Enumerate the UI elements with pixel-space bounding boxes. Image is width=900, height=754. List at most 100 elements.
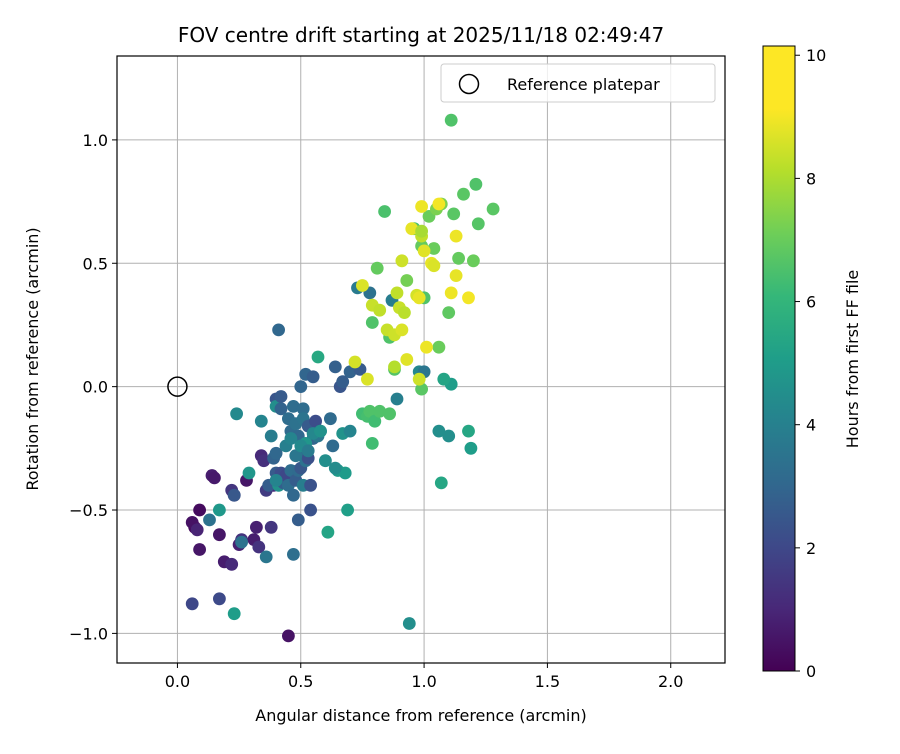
data-point xyxy=(432,197,446,211)
data-point xyxy=(324,412,337,426)
data-point xyxy=(291,513,305,527)
data-point xyxy=(304,503,317,517)
data-point xyxy=(398,306,411,319)
legend-box xyxy=(440,63,716,103)
data-point xyxy=(272,323,285,337)
data-point xyxy=(365,437,379,450)
data-point xyxy=(250,520,263,534)
data-point xyxy=(343,365,357,379)
data-point xyxy=(336,375,350,389)
data-point xyxy=(254,414,268,428)
data-point xyxy=(427,259,441,273)
data-point xyxy=(444,286,458,300)
y-axis-label: Rotation from reference (arcmin) xyxy=(23,227,42,490)
data-point xyxy=(464,441,478,455)
data-point xyxy=(415,224,428,238)
data-point xyxy=(434,476,448,490)
x-tick-label: 1.0 xyxy=(411,672,436,691)
data-point xyxy=(449,229,463,243)
data-point xyxy=(225,557,239,571)
data-point xyxy=(294,380,308,393)
data-point xyxy=(395,323,409,337)
data-point xyxy=(417,244,431,258)
legend-label: Reference platepar xyxy=(507,75,660,94)
data-point xyxy=(259,550,273,564)
data-point xyxy=(289,449,303,463)
data-point xyxy=(449,269,463,282)
data-point xyxy=(420,340,433,354)
data-point xyxy=(314,424,327,438)
data-point xyxy=(242,466,256,480)
legend: Reference platepar xyxy=(440,63,716,103)
data-point xyxy=(370,261,384,275)
data-point xyxy=(486,202,500,216)
data-point xyxy=(343,424,357,438)
data-point xyxy=(432,340,446,354)
data-point xyxy=(213,528,226,542)
data-point xyxy=(341,503,354,517)
data-point xyxy=(193,503,207,517)
colorbar-tick-label: 6 xyxy=(806,293,816,312)
data-point xyxy=(326,439,340,453)
grid xyxy=(117,56,725,663)
data-point xyxy=(269,474,283,487)
data-point xyxy=(471,217,485,231)
data-point xyxy=(365,316,379,329)
data-point xyxy=(469,177,483,191)
data-point xyxy=(390,392,404,406)
data-point xyxy=(306,370,320,384)
data-point xyxy=(213,503,226,517)
colorbar-tick-label: 10 xyxy=(806,46,826,65)
data-point xyxy=(405,222,419,236)
x-axis-ticks: 0.0 0.5 1.0 1.5 2.0 xyxy=(165,663,683,691)
data-point xyxy=(304,478,317,492)
reference-platepar-marker xyxy=(167,376,188,397)
data-point xyxy=(309,414,322,428)
data-point xyxy=(363,404,377,418)
data-point xyxy=(415,382,428,396)
x-tick-label: 2.0 xyxy=(658,672,683,691)
x-tick-label: 1.5 xyxy=(535,672,560,691)
data-point xyxy=(213,592,226,606)
data-point xyxy=(287,488,300,502)
data-point xyxy=(368,414,382,428)
data-point xyxy=(296,402,310,416)
data-point xyxy=(190,523,204,537)
data-point xyxy=(203,513,216,527)
data-point xyxy=(412,291,426,305)
colorbar-tick-label: 0 xyxy=(806,662,816,681)
data-point xyxy=(257,454,271,468)
colorbar-tick-label: 8 xyxy=(806,169,816,188)
data-point xyxy=(208,471,221,485)
x-tick-label: 0.5 xyxy=(288,672,313,691)
data-point xyxy=(395,254,409,268)
colorbar-gradient xyxy=(762,45,796,672)
data-point xyxy=(373,404,387,418)
data-point xyxy=(269,446,283,460)
data-point xyxy=(467,254,480,268)
colorbar-ticks: 0 2 4 6 8 10 xyxy=(795,46,826,681)
data-point xyxy=(361,372,374,386)
data-point xyxy=(274,402,288,416)
y-tick-label: −1.0 xyxy=(69,624,108,643)
y-axis-ticks: −1.0 −0.5 0.0 0.5 1.0 xyxy=(69,131,117,643)
data-point xyxy=(301,444,315,458)
y-tick-label: 0.5 xyxy=(83,254,108,273)
data-point xyxy=(447,207,461,221)
data-point xyxy=(319,454,332,468)
data-point xyxy=(437,372,451,386)
data-point xyxy=(264,429,278,443)
data-point xyxy=(193,543,207,556)
data-point xyxy=(264,520,278,534)
data-point xyxy=(328,461,342,475)
plot-frame xyxy=(116,55,726,664)
data-point xyxy=(230,407,244,421)
data-point xyxy=(462,424,475,438)
data-point xyxy=(400,353,414,366)
data-point xyxy=(287,400,300,413)
data-point xyxy=(338,466,352,480)
data-point xyxy=(311,350,325,364)
data-point xyxy=(452,251,465,265)
data-point xyxy=(388,360,401,374)
